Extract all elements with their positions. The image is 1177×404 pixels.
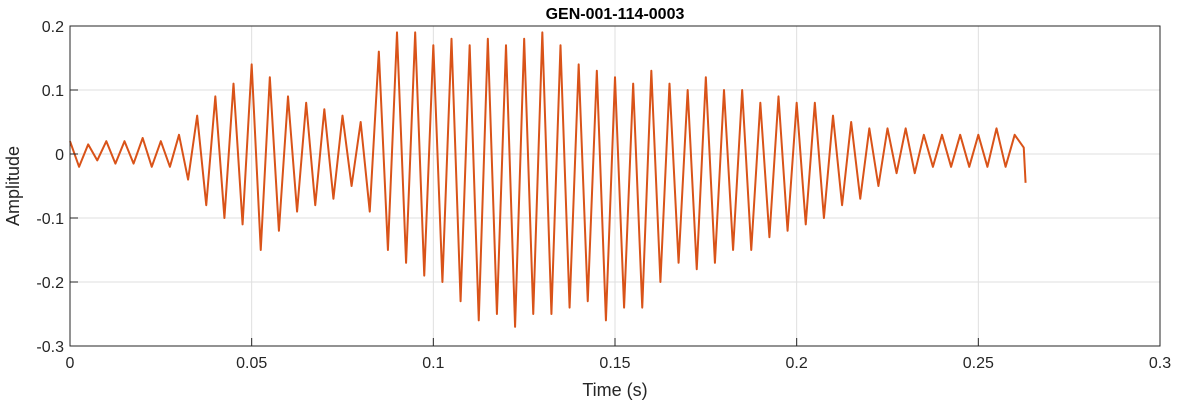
x-tick-label: 0.2 [786,355,808,372]
x-tick-label: 0.1 [422,355,444,372]
y-tick-label: -0.2 [36,275,64,292]
x-axis-label: Time (s) [582,380,647,400]
y-tick-label: -0.3 [36,339,64,356]
y-tick-label: 0.1 [42,83,64,100]
y-tick-label: -0.1 [36,211,64,228]
x-tick-label: 0.15 [599,355,630,372]
y-tick-label: 0 [55,147,64,164]
y-tick-label: 0.2 [42,19,64,36]
x-tick-label: 0.05 [236,355,267,372]
ticks-group [69,25,1161,347]
series-group [69,31,1027,328]
tick-labels-group: 0 0.05 0.1 0.15 0.2 0.25 0.3 -0.3 -0.2 -0.1 0 0.1 0.… [36,19,1171,372]
chart-title: GEN-001-114-0003 [546,6,685,23]
x-tick-label: 0 [66,355,75,372]
signal-line [69,31,1027,328]
y-axis-label: Amplitude [3,146,23,226]
x-tick-label: 0.25 [963,355,994,372]
x-tick-label: 0.3 [1149,355,1171,372]
